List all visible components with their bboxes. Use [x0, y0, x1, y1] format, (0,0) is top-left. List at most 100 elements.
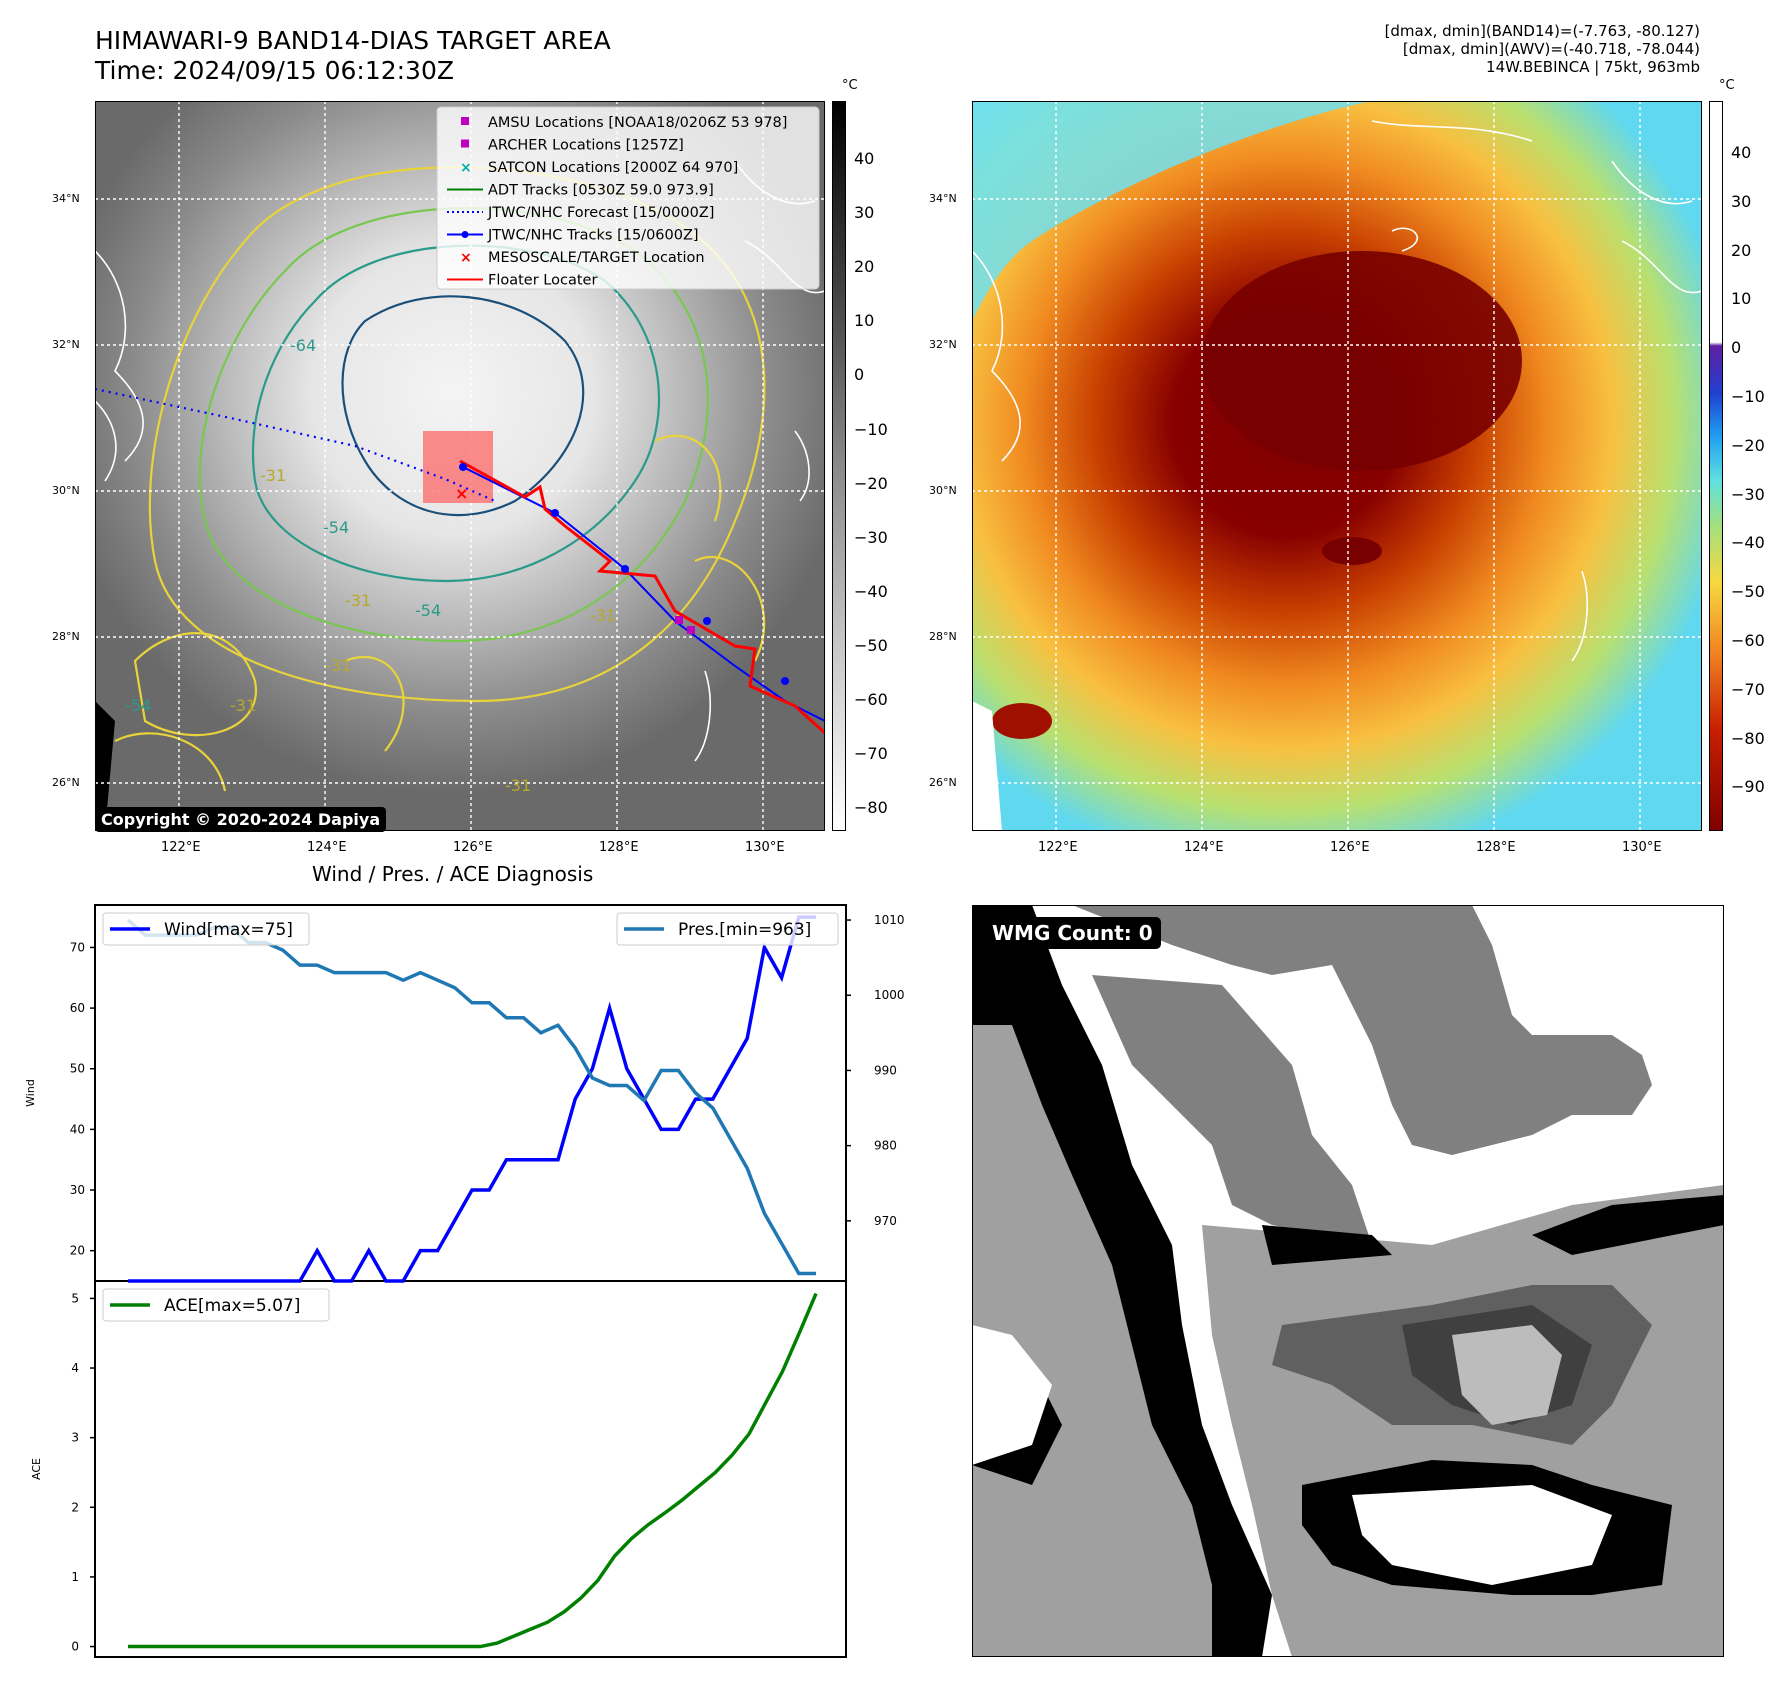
pressure-tick-label: 970: [874, 1214, 897, 1228]
wind-legend: Wind[max=75]: [102, 912, 310, 946]
colorbar-tick: −40: [854, 581, 888, 601]
colorbar-tick: −60: [854, 690, 888, 709]
ace-tick-label: 2: [71, 1500, 79, 1514]
info-block: [dmax, dmin](BAND14)=(-7.763, -80.127) […: [1385, 22, 1700, 76]
wind-tick-label: 40: [70, 1122, 85, 1136]
lat-tick: 30°N: [929, 484, 957, 497]
legend-entry: × SATCON Locations [2000Z 64 970]: [460, 160, 738, 176]
pressure-tick-label: 980: [874, 1139, 897, 1153]
legend-label: JTWC/NHC Forecast [15/0000Z]: [487, 205, 714, 221]
wmg-panel: [972, 905, 1724, 1657]
contour-label: -54: [415, 601, 441, 620]
wmg-count-badge: WMG Count: 0: [984, 917, 1161, 949]
lon-tick: 122°E: [1038, 840, 1078, 855]
ace-axes: [94, 1280, 847, 1658]
lat-tick: 26°N: [929, 776, 957, 789]
contour-label: -31: [325, 656, 351, 675]
contour-label: -31: [590, 606, 616, 625]
pressure-tick-label: 1000: [874, 988, 905, 1002]
pressure-legend: Pres.[min=963]: [616, 912, 839, 946]
contour-label: -54: [125, 696, 151, 715]
colorbar-tick: 10: [1731, 289, 1752, 309]
contour-label-group: -64 -54 -31 -31 -54 -31 -54 -31 -31 -31: [125, 336, 616, 795]
wind-tick-label: 20: [70, 1244, 85, 1258]
wind-tick-label: 50: [70, 1062, 85, 1076]
archer-marker: [687, 626, 695, 634]
colorbar-tick: −10: [1731, 387, 1765, 406]
ace-legend: ACE[max=5.07]: [102, 1288, 330, 1322]
copyright-label: Copyright © 2020-2024 Dapiya: [95, 807, 387, 832]
jtwc-forecast-track: [95, 387, 496, 503]
colorbar-tick: −90: [1731, 777, 1765, 797]
lon-tick: 130°E: [1622, 840, 1662, 855]
title-line-1: HIMAWARI-9 BAND14-DIAS TARGET AREA: [95, 26, 611, 55]
lat-tick: 28°N: [52, 630, 80, 643]
colorbar-tick: −70: [1731, 679, 1765, 699]
lon-tick: 126°E: [453, 840, 493, 855]
wind-legend-label: Wind[max=75]: [164, 920, 293, 940]
chart-title: HIMAWARI-9 BAND14-DIAS TARGET AREA Time:…: [95, 26, 611, 86]
lon-tick: 128°E: [599, 840, 639, 855]
amsu-marker: [675, 616, 683, 624]
legend-entry: ARCHER Locations [1257Z]: [461, 138, 684, 154]
floater-locator-track: [459, 459, 825, 735]
legend-label: ARCHER Locations [1257Z]: [488, 138, 684, 154]
target-area-box: [423, 431, 493, 503]
enhanced-colorbar-unit: °C: [1719, 78, 1735, 93]
wind-pressure-axes: [94, 904, 847, 1282]
pressure-legend-label: Pres.[min=963]: [678, 920, 811, 940]
legend-label: SATCON Locations [2000Z 64 970]: [488, 160, 738, 176]
legend-entry: JTWC/NHC Forecast [15/0000Z]: [447, 205, 714, 221]
svg-text:×: ×: [460, 250, 472, 266]
colorbar-tick: −20: [854, 473, 888, 493]
colorbar-tick: 20: [1731, 240, 1752, 260]
colorbar-tick: 40: [854, 149, 875, 168]
pressure-axis-label: Pressure: [918, 1069, 920, 1116]
contour-label: -31: [230, 696, 256, 715]
svg-text:×: ×: [460, 160, 472, 176]
wind-series-line: [128, 915, 816, 1283]
colorbar-tick: 0: [1731, 338, 1742, 358]
lat-tick: 34°N: [52, 192, 80, 205]
info-line-2: [dmax, dmin](AWV)=(-40.718, -78.044): [1402, 40, 1700, 58]
info-line-1: [dmax, dmin](BAND14)=(-7.763, -80.127): [1384, 22, 1700, 40]
map-legend: AMSU Locations [NOAA18/0206Z 53 978] ARCH…: [436, 106, 820, 290]
legend-entry: Floater Locater: [447, 273, 597, 289]
ir-map-panel: -64 -54 -31 -31 -54 -31 -54 -31 -31 -31 …: [95, 101, 825, 831]
enhanced-colorbar: [1709, 101, 1723, 831]
ace-tick-label: 5: [71, 1291, 79, 1305]
legend-label: JTWC/NHC Tracks [15/0600Z]: [487, 228, 699, 244]
title-line-2: Time: 2024/09/15 06:12:30Z: [95, 56, 454, 85]
legend-entry: AMSU Locations [NOAA18/0206Z 53 978]: [461, 115, 787, 131]
legend-entry: × MESOSCALE/TARGET Location: [460, 250, 705, 266]
lat-tick: 26°N: [52, 776, 80, 789]
colorbar-tick: 30: [1731, 191, 1752, 211]
legend-label: ADT Tracks [0530Z 59.0 973.9]: [488, 183, 714, 199]
legend-label: Floater Locater: [488, 273, 597, 289]
wind-axis-label: Wind: [24, 1079, 37, 1107]
pressure-tick-label: 1010: [874, 913, 905, 927]
target-location-marker: ×: [455, 484, 468, 503]
coastlines-enhanced: [972, 120, 1702, 662]
info-line-3: 14W.BEBINCA | 75kt, 963mb: [1486, 58, 1700, 76]
ir-colorbar: [832, 101, 846, 831]
lat-tick: 34°N: [929, 192, 957, 205]
ace-axis-label: ACE: [30, 1458, 43, 1480]
lon-tick: 124°E: [1184, 840, 1224, 855]
pressure-tick-label: 990: [874, 1063, 897, 1077]
wind-tick-label: 70: [70, 940, 85, 954]
legend-entry: JTWC/NHC Tracks [15/0600Z]: [447, 228, 699, 244]
lon-tick: 130°E: [745, 840, 785, 855]
ace-legend-label: ACE[max=5.07]: [164, 1296, 300, 1316]
lat-tick: 32°N: [929, 338, 957, 351]
lon-tick: 124°E: [307, 840, 347, 855]
ace-tick-label: 0: [71, 1640, 79, 1654]
ace-series-line: [128, 1292, 818, 1649]
legend-label: AMSU Locations [NOAA18/0206Z 53 978]: [488, 115, 787, 131]
colorbar-tick: −80: [854, 798, 888, 818]
colorbar-tick: −50: [1731, 582, 1765, 602]
colorbar-tick: −20: [1731, 435, 1765, 455]
diagnosis-title: Wind / Pres. / ACE Diagnosis: [312, 862, 594, 886]
wind-tick-label: 30: [70, 1183, 85, 1197]
